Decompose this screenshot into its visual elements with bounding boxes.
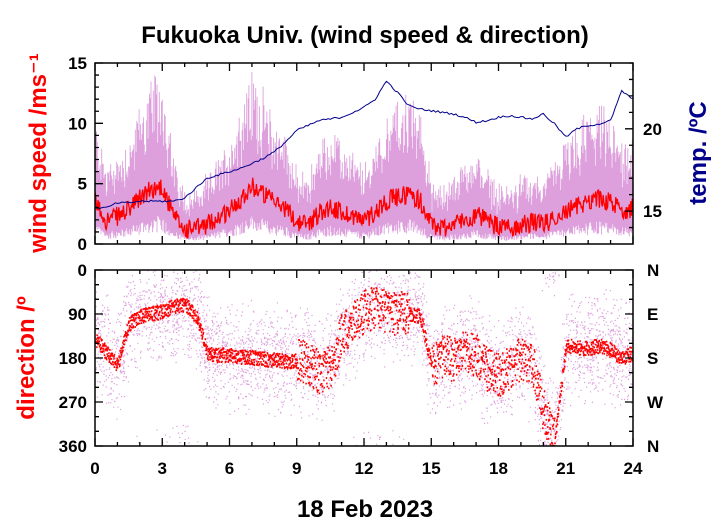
wind-speed-panel bbox=[94, 62, 634, 245]
hour-tick-label: 9 bbox=[292, 459, 301, 478]
mean-wind-speed-series bbox=[95, 177, 633, 239]
hour-tick-label: 12 bbox=[355, 459, 374, 478]
axis-ticks bbox=[94, 62, 634, 447]
wind-speed-tick-label: 0 bbox=[78, 235, 87, 254]
direction-axis-label: direction /º bbox=[13, 296, 40, 420]
temperature-tick-label: 20 bbox=[643, 120, 662, 139]
temperature-tick-label: 15 bbox=[643, 202, 662, 221]
direction-panel bbox=[94, 269, 634, 447]
hour-tick-label: 18 bbox=[489, 459, 508, 478]
wind-speed-tick-label: 10 bbox=[68, 114, 87, 133]
chart-title: Fukuoka Univ. (wind speed & direction) bbox=[141, 22, 589, 49]
compass-tick-label: N bbox=[647, 437, 659, 456]
wind-speed-tick-label: 15 bbox=[68, 54, 87, 73]
gust-range-series bbox=[95, 72, 633, 241]
hour-tick-label: 6 bbox=[225, 459, 234, 478]
compass-tick-label: N bbox=[647, 261, 659, 280]
gust-direction-scatter bbox=[95, 270, 633, 446]
wind-speed-axis-label: wind speed /ms⁻¹ bbox=[25, 53, 52, 253]
hour-tick-label: 15 bbox=[422, 459, 441, 478]
compass-tick-label: S bbox=[647, 349, 658, 368]
hour-tick-label: 21 bbox=[556, 459, 575, 478]
wind-speed-tick-label: 5 bbox=[78, 175, 87, 194]
direction-tick-label: 0 bbox=[78, 261, 87, 280]
direction-tick-label: 90 bbox=[68, 305, 87, 324]
date-axis-label: 18 Feb 2023 bbox=[297, 496, 433, 523]
mean-direction-scatter bbox=[95, 287, 633, 446]
temperature-series bbox=[95, 80, 633, 210]
hour-tick-label: 0 bbox=[90, 459, 99, 478]
hour-tick-label: 24 bbox=[624, 459, 643, 478]
temperature-axis-label: temp. /ºC bbox=[685, 101, 712, 204]
direction-tick-label: 180 bbox=[59, 349, 87, 368]
compass-tick-label: E bbox=[647, 305, 658, 324]
compass-tick-label: W bbox=[647, 393, 664, 412]
direction-tick-label: 360 bbox=[59, 437, 87, 456]
direction-tick-label: 270 bbox=[59, 393, 87, 412]
hour-tick-label: 3 bbox=[158, 459, 167, 478]
